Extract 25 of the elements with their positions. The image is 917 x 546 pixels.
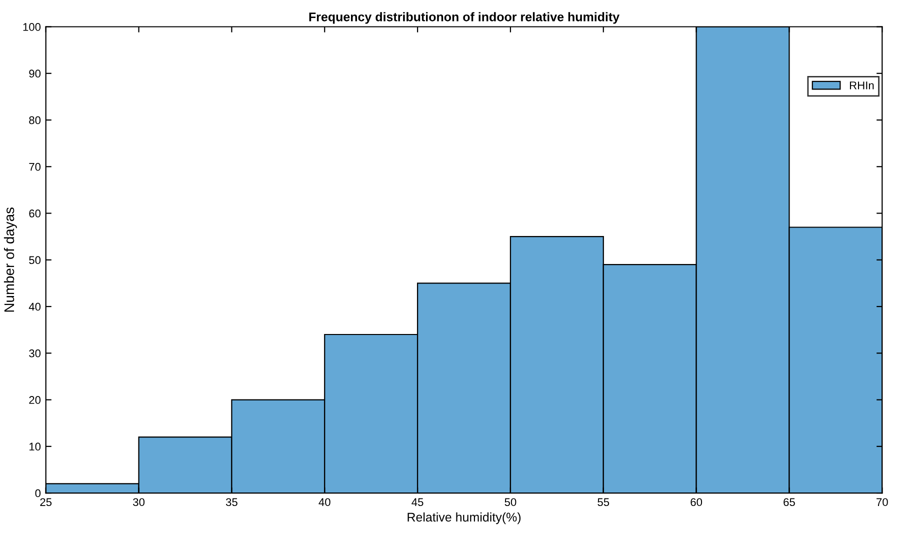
y-tick-label: 20 [29,396,41,404]
x-tick-label: 45 [412,498,424,506]
x-axis-title: Relative humidity(%) [408,512,521,524]
y-tick-label: 40 [28,302,41,311]
y-tick-label: 100 [23,23,41,31]
y-tick-label: 0 [35,489,41,498]
x-tick-label: 25 [40,498,52,506]
x-tick-label: 70 [876,498,888,506]
chart-title: Frequency distributionon of indoor relative humidity [309,12,620,24]
y-tick-label: 80 [29,116,41,124]
legend-label: RHIn [850,82,874,90]
x-tick-label: 30 [133,498,145,506]
y-tick-label: 60 [29,210,41,218]
x-tick-label: 60 [690,498,702,506]
y-tick-label: 10 [29,442,41,451]
y-tick-label: 50 [29,256,41,264]
y-tick-label: 90 [29,70,41,78]
y-tick-label: 30 [29,349,41,358]
x-tick-label: 55 [598,498,610,506]
y-axis-title: Number of dayas [4,208,17,312]
x-tick-label: 35 [226,498,238,506]
x-tick-label: 50 [504,498,516,506]
y-tick-label: 70 [29,162,41,171]
x-tick-label: 40 [318,498,330,506]
x-tick-label: 65 [784,498,795,506]
